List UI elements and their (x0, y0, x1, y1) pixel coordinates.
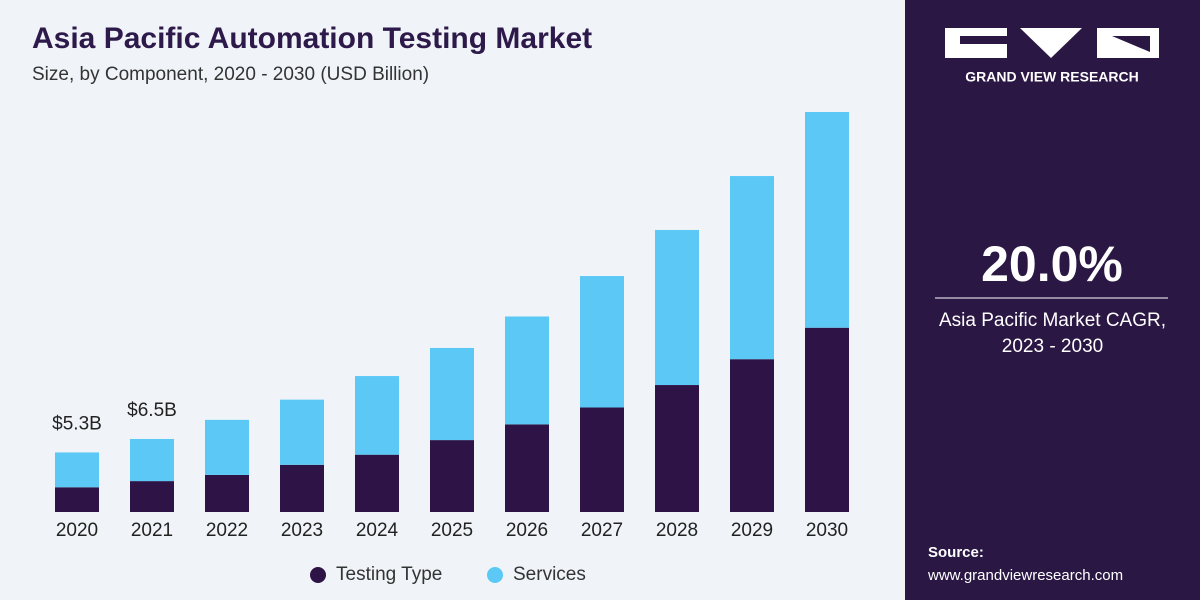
bar-segment (505, 316, 549, 425)
bar-segment (130, 481, 174, 512)
x-tick-label: 2021 (131, 520, 173, 541)
bar-segment (280, 399, 324, 465)
bar-segment (55, 452, 99, 488)
cagr-label: Asia Pacific Market CAGR, 2023 - 2030 (939, 310, 1166, 357)
legend-label: Services (513, 564, 586, 585)
x-tick-label: 2029 (731, 520, 773, 541)
bar-segment (505, 424, 549, 512)
legend-label: Testing Type (336, 564, 442, 585)
x-tick-label: 2020 (56, 520, 98, 541)
bar-segment (805, 327, 849, 512)
bar-segment (430, 440, 474, 512)
bar-segment (130, 438, 174, 482)
bar-segment (730, 359, 774, 512)
source-label: Source: (928, 544, 984, 561)
bar-segment (355, 376, 399, 455)
bar-segment (730, 176, 774, 360)
bar-segment (205, 419, 249, 475)
bar-segment (205, 474, 249, 512)
cagr-label-box: Asia Pacific Market CAGR, 2023 - 2030 (939, 310, 1166, 357)
side-panel (905, 0, 1200, 600)
chart-title: Asia Pacific Automation Testing Market (32, 22, 592, 55)
total-label: $5.3B (52, 413, 102, 434)
x-tick-label: 2028 (656, 520, 698, 541)
legend-marker (310, 567, 326, 583)
legend-marker (487, 567, 503, 583)
bar-segment (55, 487, 99, 512)
source-url: www.grandviewresearch.com (927, 567, 1123, 584)
x-tick-label: 2030 (806, 520, 848, 541)
x-tick-label: 2025 (431, 520, 473, 541)
bar-segment (430, 347, 474, 441)
chart-subtitle: Size, by Component, 2020 - 2030 (USD Bil… (32, 64, 429, 85)
x-tick-label: 2027 (581, 520, 623, 541)
bar-segment (355, 454, 399, 512)
bar-segment (655, 385, 699, 512)
x-tick-label: 2024 (356, 520, 399, 541)
bar-segment (655, 229, 699, 386)
logo (945, 28, 1159, 58)
total-label: $6.5B (127, 400, 177, 421)
x-tick-label: 2023 (281, 520, 323, 541)
cagr-value: 20.0% (981, 236, 1123, 292)
x-tick-label: 2026 (506, 520, 548, 541)
bar-segment (280, 464, 324, 512)
brand-name: GRAND VIEW RESEARCH (965, 69, 1138, 85)
x-tick-label: 2022 (206, 520, 248, 541)
bar-segment (580, 276, 624, 408)
bar-segment (805, 112, 849, 328)
bar-segment (580, 407, 624, 512)
